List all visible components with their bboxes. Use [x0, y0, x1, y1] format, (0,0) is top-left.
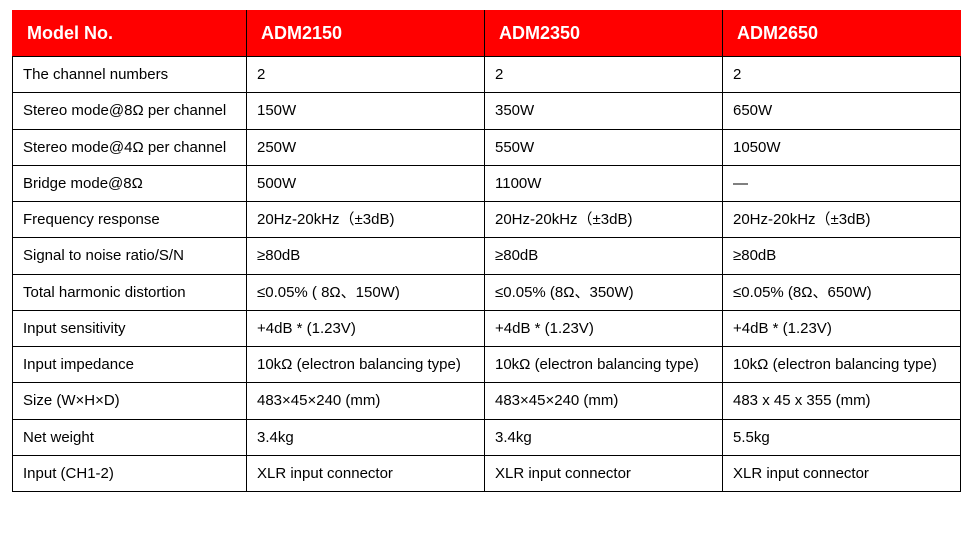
col-header-model: Model No. — [13, 11, 247, 57]
cell: 500W — [247, 165, 485, 201]
table-row: Stereo mode@8Ω per channel 150W 350W 650… — [13, 93, 961, 129]
table-row: Input impedance 10kΩ (electron balancing… — [13, 347, 961, 383]
spec-table: Model No. ADM2150 ADM2350 ADM2650 The ch… — [12, 10, 961, 492]
table-row: Total harmonic distortion ≤0.05% ( 8Ω、15… — [13, 274, 961, 310]
cell: — — [723, 165, 961, 201]
cell: 1050W — [723, 129, 961, 165]
cell: ≥80dB — [247, 238, 485, 274]
cell: XLR input connector — [723, 455, 961, 491]
cell: 250W — [247, 129, 485, 165]
cell: +4dB * (1.23V) — [723, 310, 961, 346]
cell: 2 — [723, 57, 961, 93]
row-label: Signal to noise ratio/S/N — [13, 238, 247, 274]
cell: 483×45×240 (mm) — [485, 383, 723, 419]
cell: 550W — [485, 129, 723, 165]
col-header-adm2350: ADM2350 — [485, 11, 723, 57]
cell: 483×45×240 (mm) — [247, 383, 485, 419]
cell: 3.4kg — [247, 419, 485, 455]
table-row: Net weight 3.4kg 3.4kg 5.5kg — [13, 419, 961, 455]
row-label: The channel numbers — [13, 57, 247, 93]
table-row: Frequency response 20Hz-20kHz（±3dB) 20Hz… — [13, 202, 961, 238]
cell: 3.4kg — [485, 419, 723, 455]
cell: 10kΩ (electron balancing type) — [485, 347, 723, 383]
cell: XLR input connector — [247, 455, 485, 491]
cell: 2 — [485, 57, 723, 93]
row-label: Net weight — [13, 419, 247, 455]
row-label: Size (W×H×D) — [13, 383, 247, 419]
row-label: Input sensitivity — [13, 310, 247, 346]
cell: ≥80dB — [485, 238, 723, 274]
cell: 350W — [485, 93, 723, 129]
table-row: Bridge mode@8Ω 500W 1100W — — [13, 165, 961, 201]
cell: +4dB * (1.23V) — [247, 310, 485, 346]
row-label: Input impedance — [13, 347, 247, 383]
cell: 5.5kg — [723, 419, 961, 455]
row-label: Stereo mode@4Ω per channel — [13, 129, 247, 165]
cell: ≤0.05% (8Ω、350W) — [485, 274, 723, 310]
table-row: Size (W×H×D) 483×45×240 (mm) 483×45×240 … — [13, 383, 961, 419]
cell: 150W — [247, 93, 485, 129]
spec-table-container: Model No. ADM2150 ADM2350 ADM2650 The ch… — [0, 0, 973, 502]
col-header-adm2650: ADM2650 — [723, 11, 961, 57]
cell: +4dB * (1.23V) — [485, 310, 723, 346]
row-label: Total harmonic distortion — [13, 274, 247, 310]
cell: 483 x 45 x 355 (mm) — [723, 383, 961, 419]
cell: 650W — [723, 93, 961, 129]
cell: 2 — [247, 57, 485, 93]
row-label: Bridge mode@8Ω — [13, 165, 247, 201]
row-label: Frequency response — [13, 202, 247, 238]
row-label: Input (CH1-2) — [13, 455, 247, 491]
cell: 20Hz-20kHz（±3dB) — [723, 202, 961, 238]
cell: 10kΩ (electron balancing type) — [723, 347, 961, 383]
row-label: Stereo mode@8Ω per channel — [13, 93, 247, 129]
cell: 1100W — [485, 165, 723, 201]
table-row: Stereo mode@4Ω per channel 250W 550W 105… — [13, 129, 961, 165]
cell: XLR input connector — [485, 455, 723, 491]
table-row: The channel numbers 2 2 2 — [13, 57, 961, 93]
spec-table-body: The channel numbers 2 2 2 Stereo mode@8Ω… — [13, 57, 961, 492]
cell: ≤0.05% ( 8Ω、150W) — [247, 274, 485, 310]
cell: ≥80dB — [723, 238, 961, 274]
table-row: Signal to noise ratio/S/N ≥80dB ≥80dB ≥8… — [13, 238, 961, 274]
cell: 10kΩ (electron balancing type) — [247, 347, 485, 383]
cell: 20Hz-20kHz（±3dB) — [247, 202, 485, 238]
cell: ≤0.05% (8Ω、650W) — [723, 274, 961, 310]
table-row: Input sensitivity +4dB * (1.23V) +4dB * … — [13, 310, 961, 346]
col-header-adm2150: ADM2150 — [247, 11, 485, 57]
table-header-row: Model No. ADM2150 ADM2350 ADM2650 — [13, 11, 961, 57]
table-row: Input (CH1-2) XLR input connector XLR in… — [13, 455, 961, 491]
cell: 20Hz-20kHz（±3dB) — [485, 202, 723, 238]
